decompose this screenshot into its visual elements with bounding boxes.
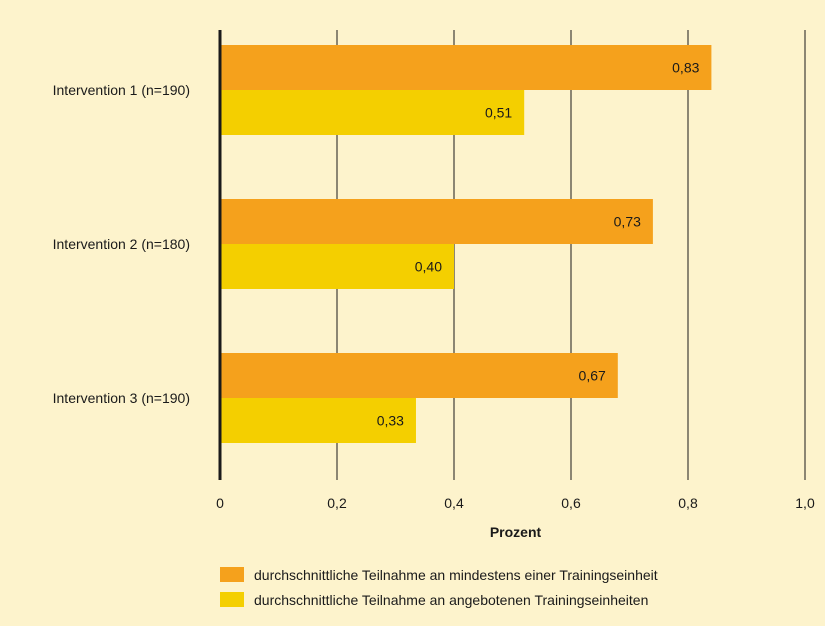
category-label: Intervention 2 (n=180) (53, 236, 190, 252)
x-tick-label: 0,4 (444, 495, 464, 511)
legend-label-1: durchschnittliche Teilnahme an mindesten… (254, 567, 658, 583)
x-axis-title: Prozent (490, 524, 542, 540)
legend-swatch-2 (220, 592, 244, 607)
bar-2-series-1 (220, 199, 653, 244)
bar-3-series-1 (220, 353, 618, 398)
x-tick-label: 0 (216, 495, 224, 511)
axes: 0 0,2 0,4 0,6 0,8 1,0 Prozent (216, 30, 815, 540)
data-label: 0,67 (579, 368, 606, 384)
data-label: 0,40 (415, 259, 442, 275)
category-label: Intervention 1 (n=190) (53, 82, 190, 98)
data-label: 0,33 (377, 413, 404, 429)
legend-swatch-1 (220, 567, 244, 582)
data-label: 0,83 (672, 60, 699, 76)
bar-2-series-2 (220, 244, 454, 289)
legend: durchschnittliche Teilnahme an mindesten… (220, 567, 658, 608)
x-tick-label: 1,0 (795, 495, 815, 511)
legend-label-2: durchschnittliche Teilnahme an angeboten… (254, 592, 648, 608)
data-label: 0,51 (485, 105, 512, 121)
bar-1-series-1 (220, 45, 712, 90)
category-label: Intervention 3 (n=190) (53, 390, 190, 406)
x-tick-label: 0,6 (561, 495, 581, 511)
data-label: 0,73 (614, 214, 641, 230)
labels: 0,83 0,51 Intervention 1 (n=190) 0,73 0,40 In… (53, 60, 700, 429)
bar-3-series-2 (220, 398, 416, 443)
x-tick-label: 0,8 (678, 495, 698, 511)
bars (220, 45, 712, 443)
bar-1-series-2 (220, 90, 525, 135)
x-tick-label: 0,2 (327, 495, 347, 511)
